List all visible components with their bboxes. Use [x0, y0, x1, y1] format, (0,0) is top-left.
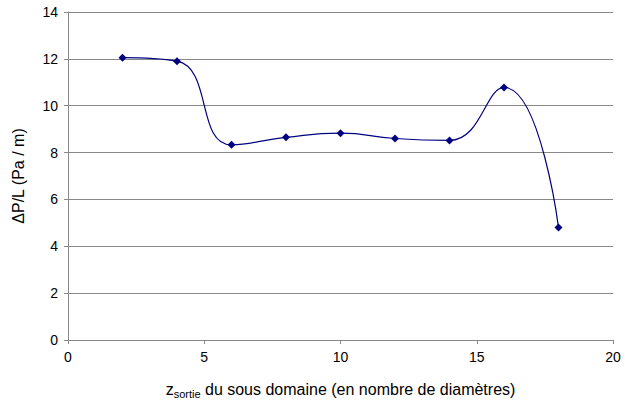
svg-text:10: 10: [333, 349, 349, 365]
svg-text:4: 4: [50, 238, 58, 254]
svg-text:10: 10: [42, 98, 58, 114]
svg-text:ΔP/L (Pa / m): ΔP/L (Pa / m): [10, 128, 27, 223]
svg-text:14: 14: [42, 4, 58, 20]
svg-text:8: 8: [50, 145, 58, 161]
svg-text:z: z: [166, 381, 174, 398]
svg-text:sortie: sortie: [174, 388, 201, 400]
svg-text:du sous domaine (en nombre de: du sous domaine (en nombre de diamètres): [201, 381, 516, 398]
svg-text:15: 15: [469, 349, 485, 365]
svg-text:0: 0: [50, 332, 58, 348]
svg-text:20: 20: [605, 349, 621, 365]
svg-text:2: 2: [50, 285, 58, 301]
svg-text:5: 5: [200, 349, 208, 365]
svg-text:6: 6: [50, 191, 58, 207]
svg-text:12: 12: [42, 51, 58, 67]
svg-text:0: 0: [64, 349, 72, 365]
